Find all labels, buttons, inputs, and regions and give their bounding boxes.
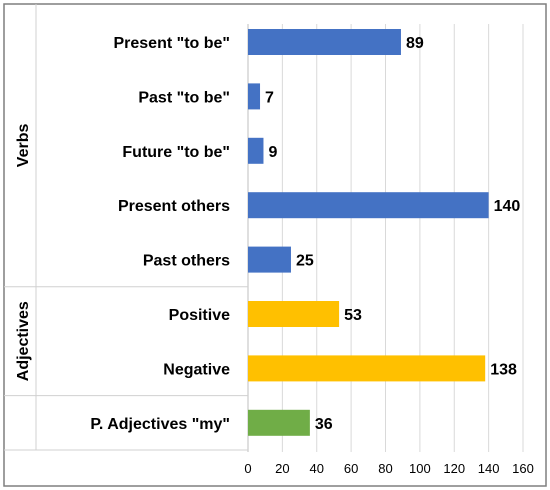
x-tick-label: 160: [512, 461, 534, 476]
bar-negative: [248, 355, 486, 382]
x-tick-label: 0: [244, 461, 251, 476]
bar-p-adjectives-my: [248, 409, 310, 436]
bar-past-others: [248, 246, 291, 273]
category-label: Present "to be": [113, 35, 230, 52]
category-label: Past "to be": [138, 89, 230, 106]
x-tick-label: 100: [409, 461, 431, 476]
data-label: 138: [490, 361, 517, 378]
bar-positive: [248, 301, 340, 327]
bar-future-to-be: [248, 137, 264, 164]
x-tick-label: 140: [478, 461, 500, 476]
data-label: 53: [344, 307, 362, 324]
data-label: 140: [494, 198, 521, 215]
x-tick-label: 80: [378, 461, 392, 476]
chart-border: [3, 3, 547, 487]
category-label: Past others: [143, 253, 230, 270]
bar-present-others: [248, 192, 489, 219]
x-tick-label: 40: [310, 461, 324, 476]
group-label-verbs: Verbs: [15, 124, 32, 168]
data-label: 25: [296, 253, 314, 270]
category-label: Present others: [118, 198, 230, 215]
bar-present-to-be: [248, 29, 401, 55]
x-tick-label: 20: [275, 461, 289, 476]
data-label: 9: [268, 144, 277, 161]
bar-past-to-be: [248, 83, 261, 110]
data-label: 36: [315, 416, 333, 433]
bars: [248, 29, 489, 436]
category-label: Positive: [169, 307, 230, 324]
data-label: 89: [406, 35, 424, 52]
category-label: Negative: [163, 361, 230, 378]
data-label: 7: [265, 89, 274, 106]
category-label: Future "to be": [122, 144, 230, 161]
labels: Present "to be" 89 Past "to be" 7 Future "to…: [15, 35, 520, 433]
x-tick-label: 60: [344, 461, 358, 476]
group-label-adjectives: Adjectives: [15, 301, 32, 381]
category-label: P. Adjectives "my": [90, 416, 230, 433]
x-tick-label: 120: [443, 461, 465, 476]
